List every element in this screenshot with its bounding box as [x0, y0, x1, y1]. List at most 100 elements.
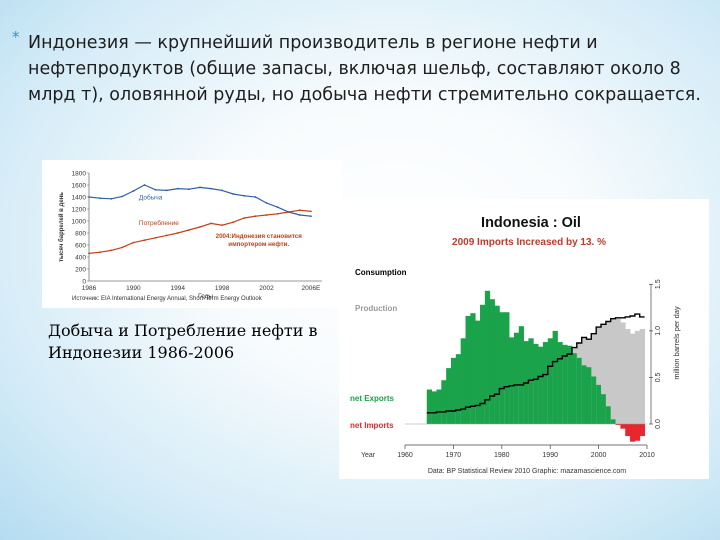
net-exports-bar: [581, 365, 587, 424]
data-point: [88, 252, 90, 255]
x-tick-label: 1960: [397, 452, 413, 459]
data-point: [187, 188, 190, 191]
y-tick-label: 200: [75, 267, 86, 274]
data-point: [310, 210, 312, 213]
net-exports-bar: [470, 313, 476, 424]
x-tick-label: 2010: [639, 452, 655, 459]
data-point: [143, 184, 146, 186]
data-point: [276, 212, 279, 215]
data-point: [154, 188, 157, 191]
production-bar: [610, 318, 616, 424]
x-tick-label: 1990: [126, 285, 141, 292]
x-tick-label: 1998: [215, 285, 230, 292]
net-imports-bar: [615, 424, 621, 425]
y-tick-label: 1.0: [655, 326, 662, 336]
net-exports-bar: [571, 353, 578, 424]
net-exports-bar: [446, 368, 452, 424]
y-axis-label: million barrels per day: [672, 306, 681, 380]
data-point: [143, 239, 146, 242]
net-imports-bar: [620, 424, 626, 429]
series-label-production: Добыча: [139, 193, 163, 201]
data-point: [99, 251, 101, 254]
data-point: [88, 196, 90, 198]
net-exports-bar: [441, 380, 447, 424]
y-tick-label: 400: [75, 255, 86, 262]
chart-title: Indonesia : Oil: [481, 215, 581, 231]
x-axis-label: Годы: [198, 293, 213, 300]
net-exports-bar: [465, 315, 471, 424]
net-exports-bar: [484, 290, 491, 424]
net-exports-bar: [552, 330, 558, 424]
y-axis-label: тысяч баррелей в день: [58, 192, 65, 262]
production-bar: [620, 322, 626, 424]
net-exports-bar: [542, 342, 549, 424]
slide-text-block: * Индонезия — крупнейший производитель в…: [12, 28, 702, 108]
net-exports-bar: [601, 394, 607, 424]
net-exports-bar: [480, 304, 486, 424]
x-tick-label: 1980: [494, 452, 510, 459]
data-point: [254, 215, 257, 218]
x-tick-label: 2002: [259, 285, 274, 292]
indonesia-oil-chart: Indonesia : Oil 2009 Imports Increased by…: [339, 199, 709, 479]
net-imports-bar: [625, 424, 631, 437]
net-exports-bar: [494, 305, 500, 424]
net-exports-bar: [557, 342, 563, 424]
source-note: Data: BP Statistical Review 2010 Graphic…: [428, 468, 626, 475]
y-tick-label: 800: [75, 231, 86, 238]
net-exports-bar: [513, 332, 520, 424]
data-point: [110, 249, 113, 252]
y-tick-label: 1800: [72, 171, 87, 178]
data-point: [243, 217, 246, 219]
series-line-0: [88, 184, 311, 217]
net-exports-bar: [518, 326, 524, 424]
net-exports-bar: [576, 357, 583, 424]
data-point: [232, 193, 235, 195]
net-exports-bar: [538, 346, 544, 424]
series-label-consumption: Потребление: [139, 219, 179, 227]
net-exports-bar: [450, 357, 457, 424]
data-point: [221, 189, 224, 192]
net-exports-bar: [528, 338, 534, 424]
net-exports-bar: [562, 344, 568, 424]
data-point: [287, 211, 290, 213]
data-point: [265, 214, 268, 216]
net-exports-bar: [586, 367, 592, 424]
data-point: [254, 196, 257, 198]
chart-subtitle: 2009 Imports Increased by 13. %: [452, 237, 606, 248]
y-tick-label: 600: [75, 243, 86, 250]
data-point: [165, 234, 168, 237]
production-bar: [639, 328, 645, 424]
data-point: [121, 195, 124, 198]
y-tick-label: 1600: [72, 183, 87, 190]
data-point: [298, 209, 301, 212]
data-point: [199, 226, 201, 228]
net-exports-bar: [567, 345, 573, 424]
data-point: [199, 186, 201, 189]
data-point: [132, 241, 135, 244]
data-point: [132, 190, 135, 192]
production-bar: [601, 324, 607, 424]
net-exports-bar: [504, 312, 510, 424]
legend-net-imports: net Imports: [350, 421, 394, 430]
net-exports-bar: [605, 406, 612, 424]
x-tick-label: 1990: [542, 452, 558, 459]
net-exports-bar: [547, 338, 554, 424]
annotation-text: импортером нефти.: [228, 241, 289, 248]
source-note: Источник: EIA International Energy Annua…: [72, 296, 263, 302]
data-point: [210, 222, 212, 225]
production-bar: [605, 321, 612, 424]
data-point: [99, 197, 101, 200]
net-exports-bar: [610, 419, 616, 424]
net-exports-bar: [431, 391, 437, 424]
consumption-step-line: [426, 313, 645, 414]
legend-consumption: Consumption: [355, 268, 407, 277]
annotation-pointer: [279, 211, 289, 214]
net-exports-bar: [591, 376, 597, 424]
x-tick-label: 2006E: [302, 285, 321, 292]
net-exports-bar: [455, 354, 462, 424]
legend-production: Production: [355, 304, 397, 313]
data-point: [310, 215, 312, 218]
data-point: [165, 189, 168, 192]
production-bar: [596, 327, 602, 424]
